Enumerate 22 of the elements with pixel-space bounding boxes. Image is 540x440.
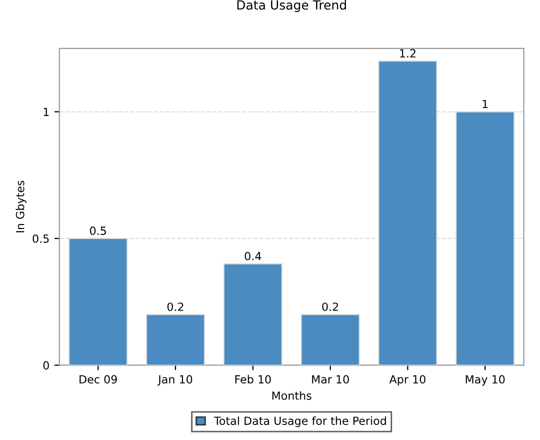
y-tick-label: 0: [43, 361, 49, 370]
bar: [223, 263, 282, 366]
x-tick-label: Mar 10: [312, 375, 349, 384]
data-label: 1.2: [400, 49, 416, 58]
y-tick-label: 1: [44, 108, 49, 116]
data-label: 0.4: [244, 252, 262, 260]
x-tick-label: Feb 10: [235, 374, 271, 384]
legend-label: Total Data Usage for the Period: [214, 416, 386, 428]
y-axis-title: In Gbytes: [16, 180, 26, 232]
chart-title: Data Usage Trend: [237, 0, 346, 12]
data-label: 0.5: [90, 226, 106, 235]
x-tick-label: Dec 09: [80, 375, 117, 384]
bar: [146, 314, 206, 366]
data-label: 0.2: [167, 302, 184, 311]
x-axis-title: Months: [272, 391, 312, 400]
x-tick-label: May 10: [466, 375, 505, 386]
bar: [300, 314, 360, 366]
x-tick-label: Apr 10: [389, 375, 426, 386]
data-label: 0.2: [322, 302, 338, 311]
y-tick-label: 0.5: [32, 234, 49, 243]
x-tick-label: Jan 10: [158, 375, 192, 386]
data-label: 1: [482, 100, 488, 108]
